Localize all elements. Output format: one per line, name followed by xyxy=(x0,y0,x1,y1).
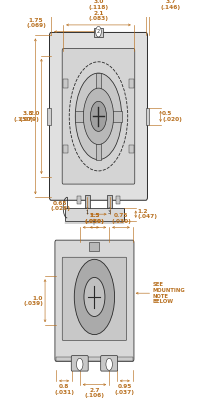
Bar xyxy=(95,137,101,147)
Text: 1: 1 xyxy=(85,210,88,215)
Bar xyxy=(129,145,133,154)
Bar xyxy=(63,145,67,154)
Text: SEE
MOUNTING
NOTE
BELOW: SEE MOUNTING NOTE BELOW xyxy=(152,282,185,304)
Bar xyxy=(95,96,101,106)
Circle shape xyxy=(107,208,112,217)
Bar xyxy=(95,141,101,160)
Text: 3.7
(.146): 3.7 (.146) xyxy=(160,0,180,10)
Text: 2.0
(.079): 2.0 (.079) xyxy=(20,111,40,122)
Bar xyxy=(103,111,109,122)
Bar xyxy=(89,242,99,251)
Text: 1.5
(.059): 1.5 (.059) xyxy=(84,213,104,224)
Text: 0.95
(.037): 0.95 (.037) xyxy=(114,384,134,395)
Text: 1.75
(.069): 1.75 (.069) xyxy=(26,18,46,28)
Text: 2: 2 xyxy=(96,29,100,34)
Bar xyxy=(94,28,102,37)
Text: 0.65
(.026): 0.65 (.026) xyxy=(50,201,70,211)
Circle shape xyxy=(85,208,89,217)
Circle shape xyxy=(95,26,101,37)
Bar xyxy=(63,79,67,88)
Circle shape xyxy=(83,88,113,144)
Text: 0.5
(.020): 0.5 (.020) xyxy=(161,111,181,122)
Circle shape xyxy=(90,101,106,132)
FancyBboxPatch shape xyxy=(100,356,117,371)
Text: 3.8
(.150): 3.8 (.150) xyxy=(13,111,33,122)
Text: 1.2
(.047): 1.2 (.047) xyxy=(137,209,157,219)
Bar xyxy=(65,208,123,221)
Circle shape xyxy=(75,73,121,160)
FancyBboxPatch shape xyxy=(55,240,133,361)
Bar xyxy=(56,357,132,360)
Text: 2.7
(.106): 2.7 (.106) xyxy=(84,388,104,398)
Bar xyxy=(77,196,81,204)
Circle shape xyxy=(76,358,83,370)
Bar xyxy=(145,108,149,125)
Text: 2.1
(.083): 2.1 (.083) xyxy=(88,11,108,21)
Text: 1.0
(.039): 1.0 (.039) xyxy=(23,296,43,306)
Bar xyxy=(85,195,89,208)
FancyBboxPatch shape xyxy=(71,356,88,371)
FancyBboxPatch shape xyxy=(62,257,126,340)
Bar xyxy=(75,111,85,122)
Text: 3: 3 xyxy=(107,210,110,215)
Circle shape xyxy=(84,277,104,316)
Bar xyxy=(81,111,87,122)
Bar xyxy=(129,79,133,88)
Text: 0.75
(.030): 0.75 (.030) xyxy=(110,213,130,224)
Text: 0.8
(.031): 0.8 (.031) xyxy=(54,384,74,395)
Circle shape xyxy=(74,259,114,334)
Text: 1.5
(.059): 1.5 (.059) xyxy=(84,213,104,224)
Bar xyxy=(107,195,111,208)
Bar xyxy=(115,196,119,204)
Bar xyxy=(47,108,51,125)
FancyBboxPatch shape xyxy=(49,32,147,200)
Circle shape xyxy=(105,358,112,370)
FancyBboxPatch shape xyxy=(62,49,134,184)
Bar xyxy=(95,73,101,92)
Bar xyxy=(111,111,121,122)
Text: 3.0
(.118): 3.0 (.118) xyxy=(88,0,108,10)
